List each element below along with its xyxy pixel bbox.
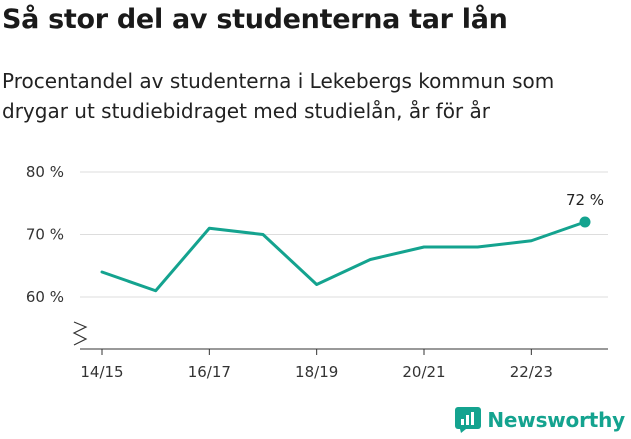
chart-title: Så stor del av studenterna tar lån bbox=[2, 4, 508, 35]
y-tick-label: 70 % bbox=[26, 226, 64, 244]
brand-name: Newsworthy bbox=[487, 408, 625, 432]
x-tick-label: 14/15 bbox=[80, 363, 123, 381]
y-tick-label: 80 % bbox=[26, 163, 64, 181]
x-tick-label: 22/23 bbox=[510, 363, 553, 381]
last-value-label: 72 % bbox=[566, 191, 604, 209]
series-line bbox=[100, 220, 587, 293]
y-tick-label: 60 % bbox=[26, 288, 64, 306]
x-tick-label: 18/19 bbox=[295, 363, 338, 381]
axis-break-icon bbox=[72, 321, 88, 346]
x-tick-label: 20/21 bbox=[402, 363, 445, 381]
newsworthy-logo-icon bbox=[455, 407, 482, 433]
last-data-point bbox=[579, 216, 591, 228]
chart-subtitle: Procentandel av studenterna i Lekebergs … bbox=[2, 69, 555, 123]
x-tick-label: 16/17 bbox=[188, 363, 231, 381]
brand: Newsworthy bbox=[455, 407, 625, 433]
